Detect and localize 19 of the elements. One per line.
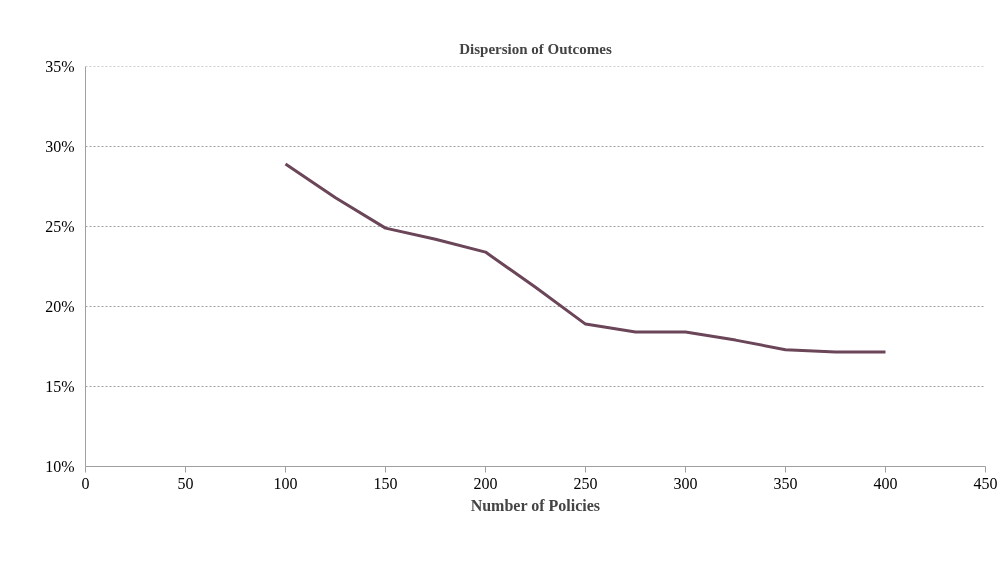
x-axis-title: Number of Policies [470, 496, 601, 514]
chart-title: Dispersion of Outcomes [459, 40, 612, 57]
x-tick-label: 450 [973, 474, 998, 492]
x-tick-label: 200 [473, 474, 498, 492]
y-tick-label: 25% [45, 218, 75, 235]
y-tick-label: 30% [45, 138, 75, 155]
y-tick-label: 10% [45, 458, 75, 475]
x-tick-label: 350 [773, 474, 798, 492]
x-tick-label: 50 [177, 474, 194, 492]
y-tick-label: 15% [45, 378, 75, 395]
x-tick-label: 0 [81, 474, 90, 492]
x-tick-label: 400 [873, 474, 898, 492]
x-tick-label: 150 [373, 474, 398, 492]
x-tick-label: 100 [273, 474, 298, 492]
y-tick-label: 35% [45, 58, 75, 75]
x-tick-label: 300 [673, 474, 698, 492]
x-tick-label: 250 [573, 474, 598, 492]
y-tick-label: 20% [45, 298, 75, 315]
line-series [284, 162, 887, 354]
